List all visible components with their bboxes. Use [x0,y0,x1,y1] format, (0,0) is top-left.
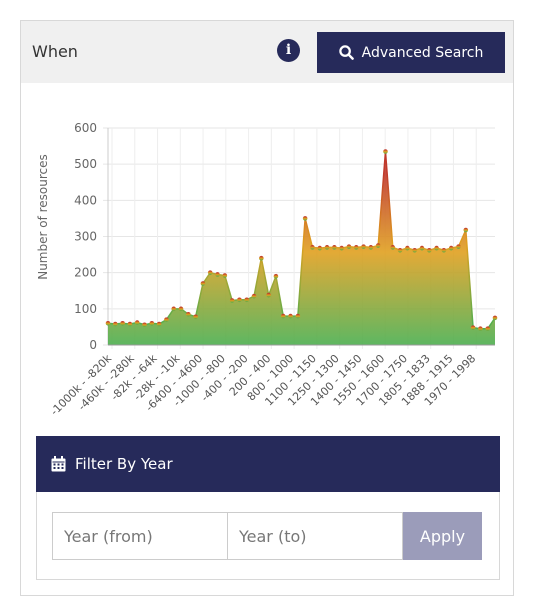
panel-title: When [32,42,78,61]
search-icon [338,45,354,60]
data-point [405,245,410,251]
data-point [186,311,191,317]
data-point [302,216,308,221]
when-panel: When i Advanced Search Number of resourc… [20,20,514,596]
data-point [470,325,476,330]
data-point [375,243,381,248]
y-tick-label: 200 [74,266,97,280]
data-point [310,245,315,250]
data-point [361,244,366,249]
data-point [485,326,490,332]
data-point [456,244,461,249]
year-range-inputs: Apply [52,512,483,560]
filter-title: Filter By Year [75,455,173,473]
y-tick-label: 500 [74,157,97,171]
data-point [193,314,198,320]
data-point [441,247,447,253]
data-point [419,245,425,251]
y-tick-label: 300 [74,230,97,244]
data-point [178,306,184,312]
data-point [383,149,388,154]
y-tick-label: 600 [74,121,97,135]
advanced-search-label: Advanced Search [361,44,484,61]
data-point [120,321,125,326]
data-point [463,227,469,233]
data-point [295,313,301,319]
data-point [164,317,169,322]
data-point [412,247,417,253]
y-tick-label: 400 [74,193,97,207]
filter-header: Filter By Year [36,436,500,492]
calendar-icon [51,456,66,472]
data-point [339,245,344,251]
data-point [324,245,330,250]
data-point [229,298,235,303]
filter-by-year-box: Filter By Year Apply [36,436,500,580]
apply-button[interactable]: Apply [403,512,482,560]
data-point [207,270,213,275]
data-point [397,247,403,253]
data-point [390,245,396,250]
data-point [113,321,118,327]
panel-header: When i Advanced Search [21,21,513,83]
info-icon[interactable]: i [277,39,300,62]
chart-area: Number of resources 0 100 200 300 400 500 600 … [21,87,515,437]
year-from-input[interactable] [52,512,228,560]
data-point [448,245,454,251]
data-point [215,272,220,277]
data-point [156,321,162,327]
data-point [266,292,271,298]
data-point [492,315,498,321]
data-point [149,321,155,326]
data-point [244,297,250,303]
y-axis-label: Number of resources [36,154,50,280]
data-point [288,313,293,319]
data-point [251,293,257,299]
data-point [353,245,359,250]
data-point [280,313,286,319]
data-point [478,326,483,332]
data-point [134,320,140,325]
data-point [317,245,323,251]
year-to-input[interactable] [227,512,403,560]
data-point [127,321,133,327]
data-point [237,297,242,303]
data-point [200,281,206,286]
advanced-search-button[interactable]: Advanced Search [317,32,505,73]
series-area [108,151,495,345]
data-point [346,244,352,249]
y-tick-label: 100 [74,302,97,316]
data-point [332,245,337,250]
data-point [105,321,111,326]
data-point [368,245,374,250]
data-point [142,322,147,328]
y-tick-label: 0 [89,338,97,352]
data-point [273,273,279,279]
data-point [222,273,228,278]
data-point [171,306,177,312]
data-point [259,255,264,261]
resources-chart: Number of resources 0100200300400500600 … [36,121,498,418]
data-point [434,245,439,251]
data-point [426,247,432,253]
